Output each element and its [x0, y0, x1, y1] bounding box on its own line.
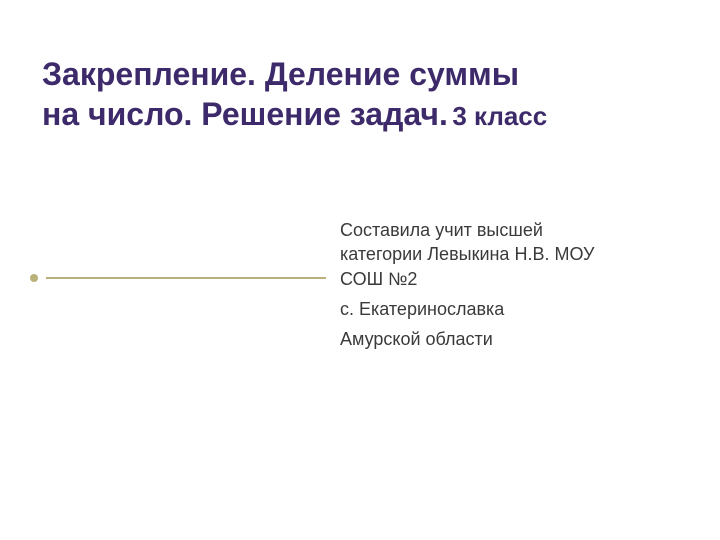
slide-title-main: Закрепление. Деление суммы на число. Реш… — [42, 56, 519, 132]
author-line-2: с. Екатеринославка — [340, 297, 600, 321]
author-block: Составила учит высшей категории Левыкина… — [340, 218, 600, 357]
author-line-1: Составила учит высшей категории Левыкина… — [340, 218, 600, 291]
title-block: Закрепление. Деление суммы на число. Реш… — [42, 54, 562, 134]
slide-title-sub: 3 класс — [452, 101, 547, 131]
author-line-3: Амурской области — [340, 327, 600, 351]
slide: Закрепление. Деление суммы на число. Реш… — [0, 0, 720, 540]
accent-rule — [46, 277, 326, 279]
accent-dot-icon — [30, 274, 38, 282]
